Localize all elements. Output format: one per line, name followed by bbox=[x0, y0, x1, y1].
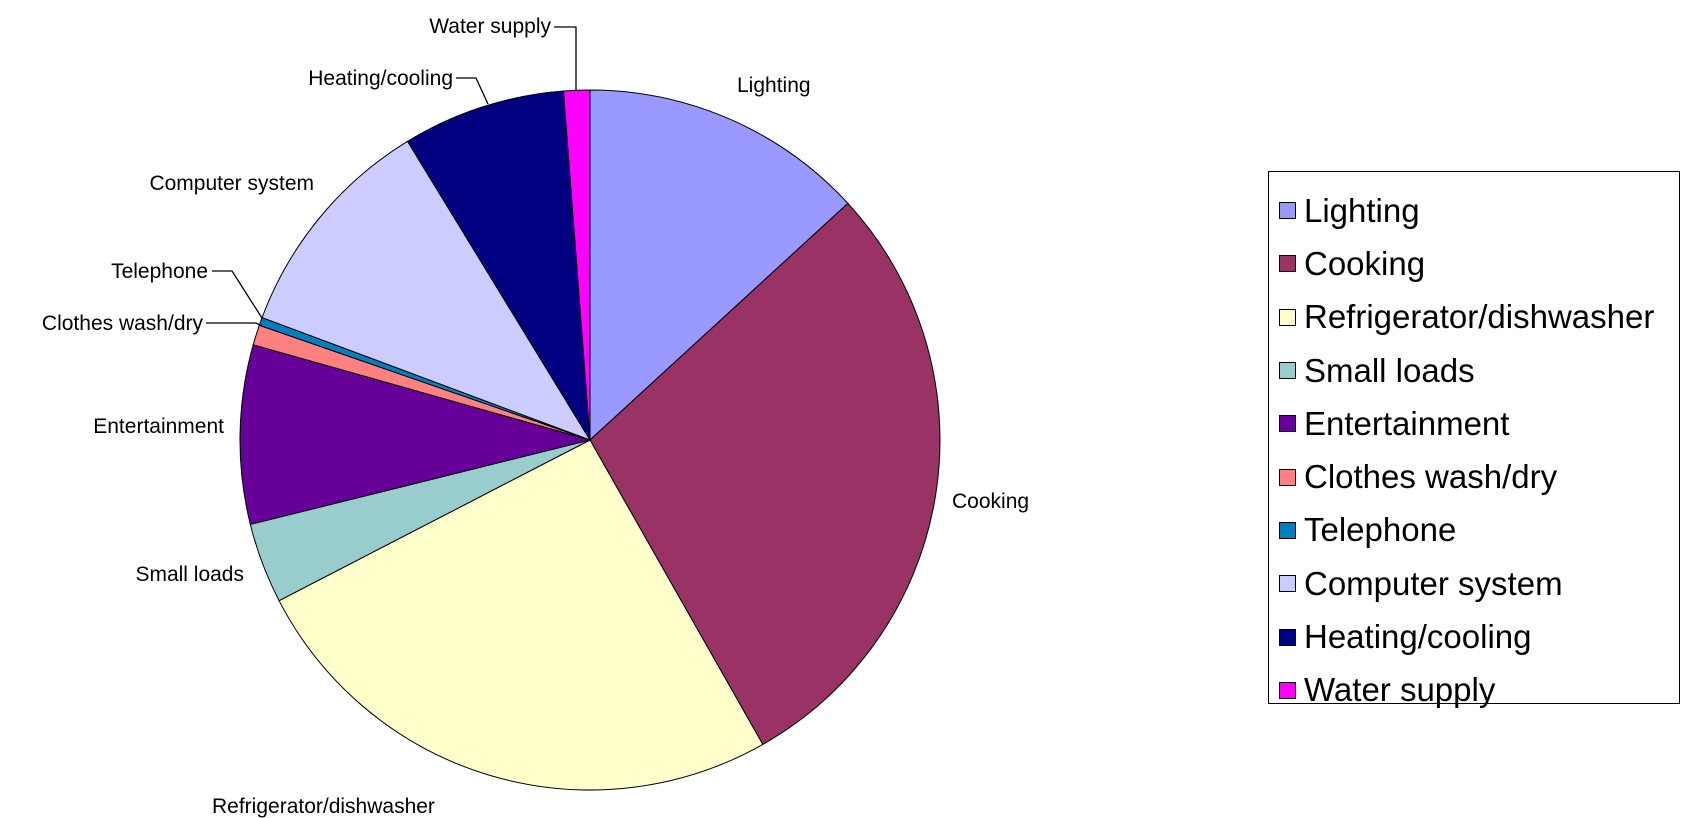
legend-item: Computer system bbox=[1279, 557, 1679, 610]
legend-swatch bbox=[1279, 202, 1296, 220]
legend-item: Clothes wash/dry bbox=[1279, 450, 1679, 503]
slice-label-telephone: Telephone bbox=[111, 260, 208, 283]
legend-swatch bbox=[1279, 415, 1296, 433]
legend-item: Heating/cooling bbox=[1279, 610, 1679, 663]
legend-item: Telephone bbox=[1279, 504, 1679, 557]
leader-line-clothes-wash-dry bbox=[206, 322, 263, 327]
pie-slice-cooking bbox=[589, 202, 941, 746]
slice-label-lighting: Lighting bbox=[737, 74, 811, 97]
slice-label-water-supply: Water supply bbox=[429, 15, 551, 38]
legend-item: Lighting bbox=[1279, 184, 1679, 237]
legend-item: Entertainment bbox=[1279, 397, 1679, 450]
leader-lines bbox=[206, 26, 577, 327]
legend-item: Refrigerator/dishwasher bbox=[1279, 291, 1679, 344]
slice-labels: Lighting Cooking Refrigerator/dishwasher Sm… bbox=[42, 15, 1029, 818]
legend-label: Heating/cooling bbox=[1304, 618, 1532, 656]
slice-label-entertainment: Entertainment bbox=[93, 415, 224, 438]
slice-label-small-loads: Small loads bbox=[135, 563, 244, 586]
pie-slice-water-supply bbox=[562, 89, 591, 441]
slice-label-computer-system: Computer system bbox=[149, 172, 314, 195]
pie-slices bbox=[239, 89, 941, 791]
pie-slice-entertainment bbox=[239, 344, 592, 526]
legend-label: Refrigerator/dishwasher bbox=[1304, 298, 1655, 336]
legend-label: Clothes wash/dry bbox=[1304, 458, 1558, 496]
legend-item: Cooking bbox=[1279, 237, 1679, 290]
pie-plot-area: Lighting Cooking Refrigerator/dishwasher Sm… bbox=[42, 15, 1029, 818]
legend: Lighting Cooking Refrigerator/dishwasher Sm… bbox=[1268, 171, 1680, 708]
legend-swatch bbox=[1279, 628, 1296, 646]
legend-label: Entertainment bbox=[1304, 404, 1510, 442]
legend-swatch bbox=[1279, 468, 1296, 486]
legend-swatch bbox=[1279, 681, 1296, 699]
legend-label: Computer system bbox=[1304, 564, 1563, 602]
leader-line-telephone bbox=[212, 270, 263, 319]
legend-swatch bbox=[1279, 575, 1296, 593]
slice-label-heating-cooling: Heating/cooling bbox=[308, 67, 453, 90]
legend-label: Water supply bbox=[1304, 671, 1496, 709]
legend-label: Cooking bbox=[1304, 244, 1426, 282]
legend-item: Small loads bbox=[1279, 344, 1679, 397]
leader-line-water-supply bbox=[554, 26, 577, 90]
pie-slice-heating-cooling bbox=[406, 90, 591, 441]
legend-swatch bbox=[1279, 521, 1296, 539]
legend-swatch bbox=[1279, 362, 1296, 380]
pie-slice-lighting bbox=[589, 89, 849, 442]
legend-label: Lighting bbox=[1304, 191, 1420, 229]
slice-label-clothes-wash-dry: Clothes wash/dry bbox=[42, 312, 204, 335]
legend-swatch bbox=[1279, 255, 1296, 273]
legend-swatch bbox=[1279, 308, 1296, 326]
slice-label-refrigerator-dishwasher: Refrigerator/dishwasher bbox=[212, 795, 435, 818]
slice-label-cooking: Cooking bbox=[952, 490, 1029, 513]
leader-line-heating-cooling bbox=[456, 77, 489, 105]
legend-label: Small loads bbox=[1304, 351, 1475, 389]
legend-item: Water supply bbox=[1279, 664, 1679, 717]
pie-slice-refrigerator-dishwasher bbox=[278, 439, 764, 791]
pie-slice-computer-system bbox=[261, 140, 592, 441]
legend-label: Telephone bbox=[1304, 511, 1457, 549]
